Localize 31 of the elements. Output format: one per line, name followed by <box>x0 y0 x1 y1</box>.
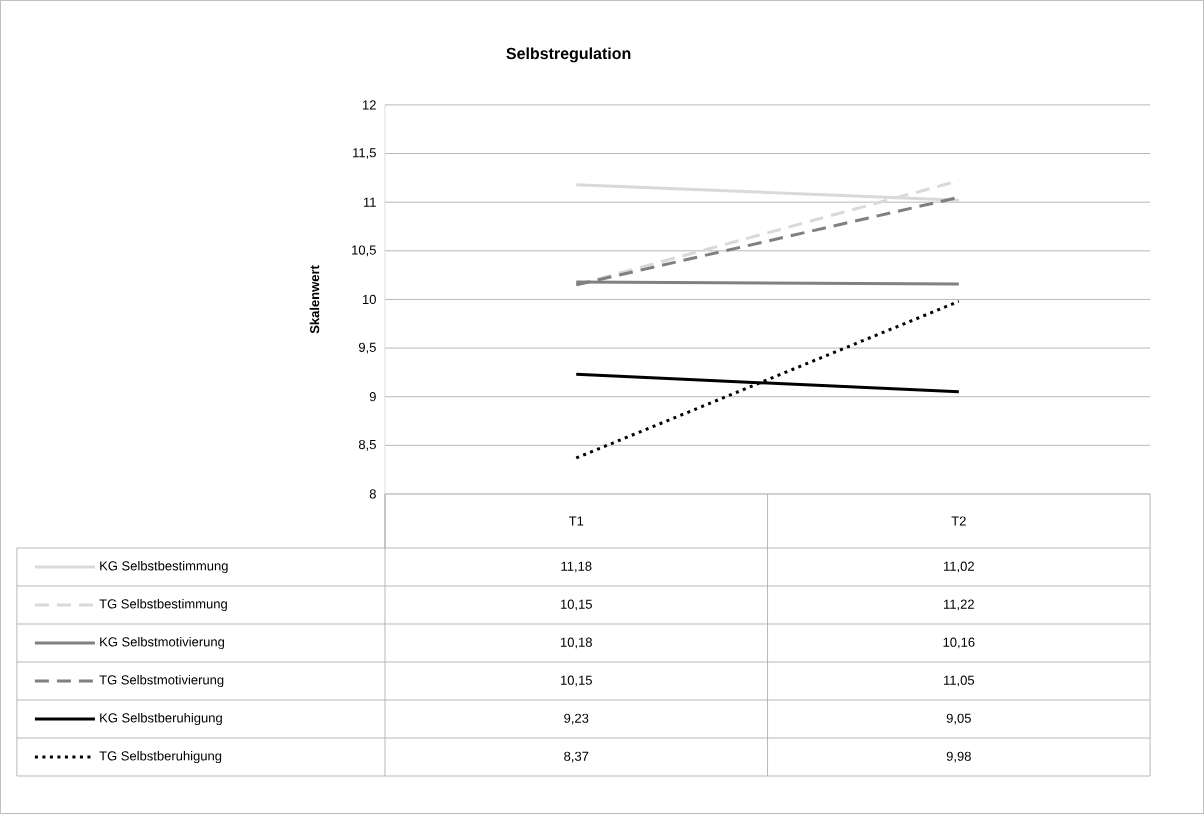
y-tick-label: 8 <box>369 489 376 499</box>
legend-label: KG Selbstberuhigung <box>100 712 222 726</box>
y-axis-title: Skalenwert <box>309 265 320 334</box>
data-label: 9,98 <box>946 751 971 763</box>
y-tick-label: 11,5 <box>353 148 376 159</box>
y-tick-label: 9 <box>369 392 376 402</box>
data-label: 11,18 <box>561 561 592 573</box>
data-label: 9,05 <box>946 713 971 725</box>
x-tick-label: T1 <box>568 516 584 526</box>
y-tick-label: 9,5 <box>358 342 376 354</box>
data-label: 10,16 <box>943 637 975 649</box>
legend-label: TG Selbstberuhigung <box>99 750 222 764</box>
data-label: 8,37 <box>564 751 589 763</box>
legend-label: KG Selbstbestimmung <box>100 560 228 574</box>
y-tick-label: 10,5 <box>352 245 376 257</box>
data-label: 10,15 <box>560 675 592 687</box>
data-label: 11,05 <box>944 675 975 687</box>
data-label: 11,22 <box>944 599 974 611</box>
y-tick-label: 10 <box>362 294 376 305</box>
y-tick-label: 8,5 <box>358 439 376 451</box>
data-label: 10,15 <box>560 599 592 611</box>
legend-label: KG Selbstmotivierung <box>100 636 225 650</box>
y-tick-label: 12 <box>362 100 376 110</box>
data-label: 11,02 <box>944 561 974 573</box>
legend-label: TG Selbstmotivierung <box>99 674 224 688</box>
legend-label: TG Selbstbestimmung <box>99 598 227 612</box>
chart-title: Selbstregulation <box>506 47 631 63</box>
x-tick-label: T2 <box>951 516 966 526</box>
data-label: 9,23 <box>564 713 589 725</box>
data-label: 10,18 <box>560 637 592 649</box>
y-tick-label: 11 <box>363 197 376 207</box>
